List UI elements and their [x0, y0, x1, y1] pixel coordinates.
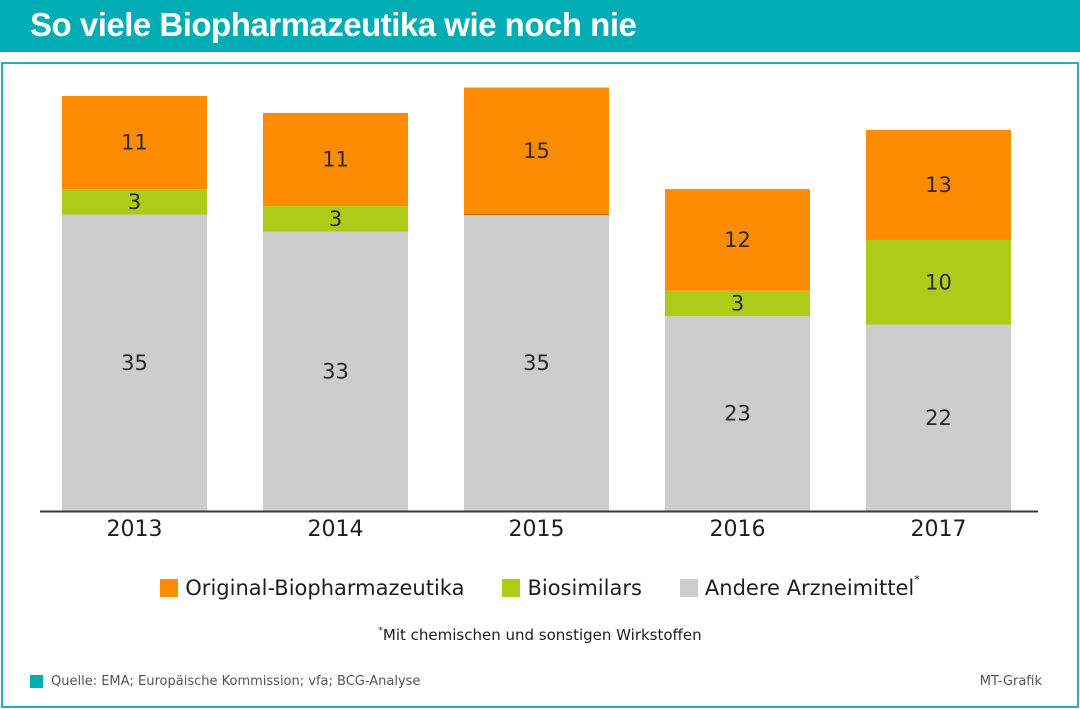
legend-swatch-original [160, 579, 179, 597]
bar-segment-andere-arzneimittel [263, 231, 408, 512]
footnote: *Mit chemischen und sonstigen Wirkstoffe… [0, 626, 1080, 644]
data-label-andere-arzneimittel: 33 [322, 359, 349, 383]
data-label-biosimilars: 3 [731, 292, 744, 316]
data-label-andere-arzneimittel: 22 [925, 406, 952, 430]
bar-segment-biosimilars [62, 189, 207, 215]
bar-segment-andere-arzneimittel [62, 214, 207, 512]
bar-segment-andere-arzneimittel [866, 324, 1011, 511]
legend-item-andere: Andere Arzneimittel* [679, 573, 920, 600]
x-tick-label: 2013 [107, 517, 163, 542]
x-tick-label: 2014 [308, 517, 364, 542]
bar-segment-biosimilars [866, 239, 1011, 325]
header-bar: So viele Biopharmazeutika wie noch nie [0, 0, 1080, 52]
legend-label-original: Original-Biopharmazeutika [185, 576, 465, 600]
bar-group-2017: 22 10 13 [866, 129, 1011, 511]
bar-segment-original-biopharmazeutika [263, 112, 408, 207]
bar-segment-original-biopharmazeutika [665, 189, 810, 291]
data-label-andere-arzneimittel: 35 [121, 351, 148, 375]
chart-frame [1, 62, 1079, 708]
bar-segment-original-biopharmazeutika [866, 129, 1011, 240]
bar-segment-biosimilars [665, 290, 810, 317]
bar-segment-andere-arzneimittel [665, 316, 810, 511]
source-marker-icon [30, 675, 43, 688]
data-label-biosimilars: 10 [925, 270, 952, 294]
credit: MT-Grafik [979, 674, 1042, 689]
bar-group-2013: 35 3 11 [62, 96, 207, 512]
x-tick-label: 2017 [911, 517, 967, 542]
legend-swatch-biosimilars [502, 579, 521, 597]
bar-group-2016: 23 3 12 [665, 189, 810, 511]
bar-group-2015: 35 15 [464, 87, 609, 512]
legend-label-andere-text: Andere Arzneimittel [704, 576, 915, 600]
bar-segment-original-biopharmazeutika [464, 87, 609, 215]
source: Quelle: EMA; Europäische Kommission; vfa… [30, 674, 420, 689]
bar-segment-original-biopharmazeutika [62, 96, 207, 190]
data-label-biosimilars: 3 [128, 190, 141, 214]
legend-label-andere: Andere Arzneimittel* [704, 573, 920, 600]
x-tick-label: 2015 [509, 517, 565, 542]
data-label-original-biopharmazeutika: 11 [322, 148, 349, 172]
legend-label-biosimilars: Biosimilars [527, 576, 642, 600]
source-text: Quelle: EMA; Europäische Kommission; vfa… [51, 674, 421, 689]
data-label-original-biopharmazeutika: 13 [925, 173, 952, 197]
legend-swatch-andere [679, 579, 698, 597]
data-label-biosimilars: 3 [329, 207, 342, 231]
legend: Original-Biopharmazeutika Biosimilars An… [0, 573, 1080, 600]
data-label-original-biopharmazeutika: 11 [121, 131, 148, 155]
legend-item-biosimilars: Biosimilars [502, 576, 642, 600]
x-tick-label: 2016 [710, 517, 766, 542]
data-label-andere-arzneimittel: 23 [724, 402, 751, 426]
data-label-andere-arzneimittel: 35 [523, 351, 550, 375]
bar-segment-andere-arzneimittel [464, 214, 609, 512]
legend-footnote-marker: * [914, 573, 920, 586]
data-label-original-biopharmazeutika: 12 [724, 228, 751, 252]
data-label-original-biopharmazeutika: 15 [523, 139, 550, 163]
bar-segment-biosimilars [263, 206, 408, 232]
legend-item-original: Original-Biopharmazeutika [160, 576, 464, 600]
chart-title: So viele Biopharmazeutika wie noch nie [30, 6, 637, 43]
footnote-marker: * [378, 626, 383, 636]
footnote-text: Mit chemischen und sonstigen Wirkstoffen [382, 626, 702, 644]
